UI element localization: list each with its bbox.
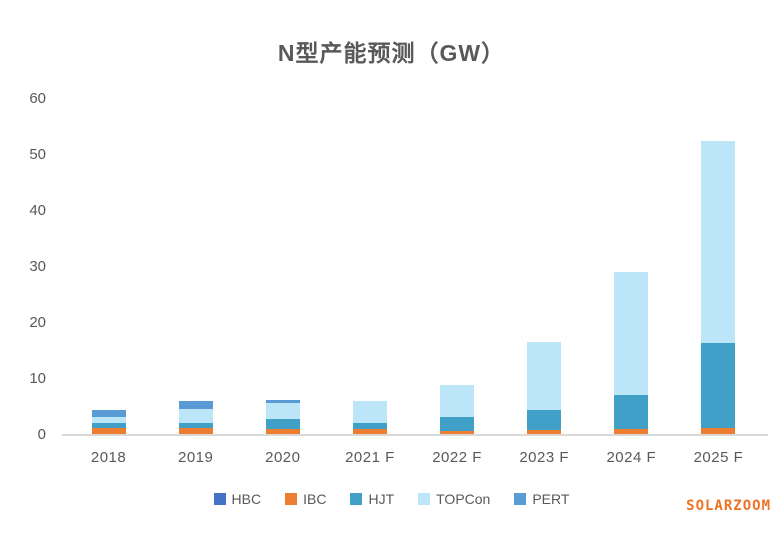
y-tick-label: 40	[29, 202, 46, 219]
y-axis: 0 10 20 30 40 50 60	[0, 91, 52, 443]
x-tick-label: 2019	[178, 449, 214, 466]
bar-segment-ibc	[352, 429, 387, 435]
legend: HBC IBC HJT TOPCon PERT	[0, 491, 783, 507]
stacked-bar	[440, 385, 475, 435]
legend-label: PERT	[532, 491, 570, 507]
x-tick-label: 2022 F	[432, 449, 482, 466]
bar-segment-hjt	[440, 417, 475, 432]
y-tick-label: 20	[29, 314, 46, 331]
x-tick-label: 2023 F	[519, 449, 570, 466]
legend-swatch-icon	[350, 493, 363, 505]
bar-segment-topcon	[440, 385, 475, 418]
bar-group	[501, 99, 588, 435]
x-tick-label: 2024 F	[606, 449, 657, 466]
stacked-bar	[352, 401, 387, 435]
bar-segment-pert	[265, 399, 300, 403]
legend-label: HBC	[231, 491, 262, 507]
stacked-bar	[614, 272, 649, 435]
bar-group	[65, 99, 152, 435]
legend-swatch-icon	[285, 493, 298, 505]
legend-item-ibc: IBC	[285, 491, 326, 507]
watermark-solarzoom: SOLARZOOM	[686, 498, 771, 514]
bar-segment-hjt	[352, 422, 387, 430]
bar-segment-topcon	[614, 272, 649, 396]
bar-segment-hjt	[701, 343, 736, 428]
x-axis-line	[62, 434, 768, 436]
bar-group	[414, 99, 501, 435]
bar-segment-hjt	[614, 395, 649, 429]
stacked-bar	[701, 141, 736, 435]
bar-segment-ibc	[440, 431, 475, 435]
bar-segment-hjt	[178, 422, 213, 429]
bar-segment-topcon	[701, 141, 736, 344]
bar-segment-topcon	[91, 416, 126, 424]
x-tick-label: 2018	[90, 449, 127, 466]
stacked-bar	[178, 401, 213, 435]
legend-label: HJT	[368, 491, 395, 507]
bar-segment-ibc	[701, 427, 736, 435]
bar-segment-ibc	[614, 428, 649, 435]
legend-swatch-icon	[514, 493, 527, 505]
y-tick-label: 0	[37, 426, 46, 443]
legend-swatch-icon	[418, 493, 431, 505]
legend-label: IBC	[303, 491, 327, 507]
y-tick-label: 10	[29, 370, 46, 387]
x-axis: 2018 2019 2020 2021 F 2022 F 2023 F 2024 F 2025…	[65, 449, 762, 466]
y-tick-label: 30	[29, 258, 46, 275]
legend-swatch-icon	[213, 493, 226, 505]
legend-item-hbc: HBC	[213, 491, 262, 507]
bar-segment-pert	[178, 401, 213, 409]
legend-label: TOPCon	[436, 491, 491, 507]
bar-group	[152, 99, 239, 435]
bar-segment-hjt	[527, 409, 562, 430]
bar-group	[675, 99, 762, 435]
stacked-bar	[91, 409, 126, 435]
legend-item-topcon: TOPCon	[418, 491, 490, 507]
bar-segment-topcon	[265, 402, 300, 420]
legend-item-hjt: HJT	[350, 491, 394, 507]
bar-segment-topcon	[178, 408, 213, 423]
bar-segment-ibc	[91, 428, 126, 435]
chart-title: N型产能预测（GW）	[277, 40, 506, 66]
legend-item-pert: PERT	[514, 491, 569, 507]
bar-segment-ibc	[527, 429, 562, 435]
bar-segment-topcon	[352, 401, 387, 423]
x-tick-label: 2025 F	[693, 449, 744, 466]
bar-segment-hjt	[265, 419, 300, 430]
x-tick-label: 2020	[265, 449, 301, 466]
bar-segment-topcon	[527, 341, 562, 410]
y-tick-label: 50	[29, 146, 46, 163]
bar-segment-pert	[91, 409, 126, 417]
bar-group	[326, 99, 413, 435]
bar-group	[239, 99, 326, 435]
stacked-bar	[265, 399, 300, 435]
bar-segment-ibc	[178, 428, 213, 435]
bar-segment-ibc	[265, 429, 300, 435]
bar-segment-hjt	[91, 423, 126, 429]
bar-group	[588, 99, 675, 435]
y-tick-label: 60	[29, 90, 46, 107]
x-tick-label: 2021 F	[345, 449, 395, 466]
stacked-bar	[527, 341, 562, 435]
plot-area	[65, 99, 762, 435]
